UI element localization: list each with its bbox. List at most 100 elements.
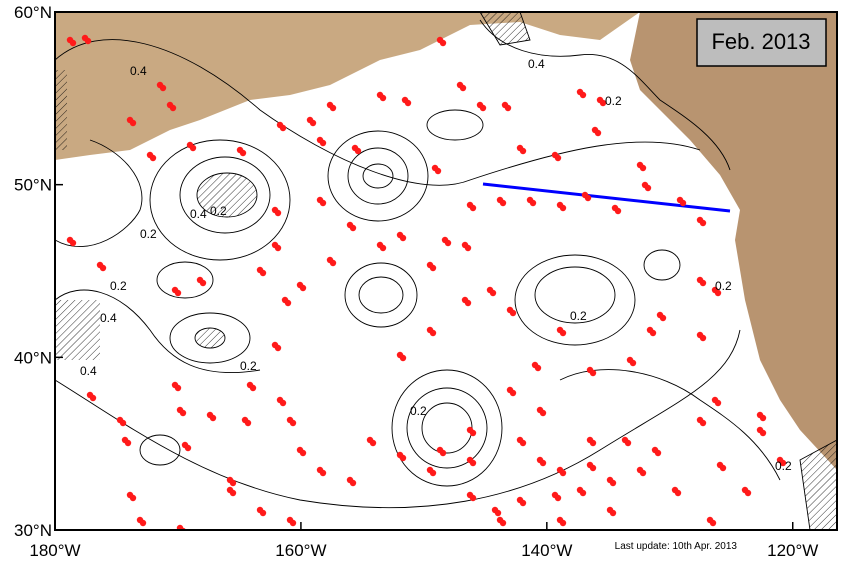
float-dot: [719, 464, 727, 472]
float-dot: [554, 154, 562, 162]
float-positions: [66, 34, 787, 530]
float-dot: [644, 184, 652, 192]
float-dot: [169, 104, 177, 112]
float-dot: [274, 209, 282, 217]
float-dot: [199, 279, 207, 287]
float-dot: [89, 394, 97, 402]
float-dot: [139, 519, 147, 527]
float-dot: [299, 284, 307, 292]
float-dot: [289, 519, 297, 527]
float-dot: [699, 279, 707, 287]
float-dot: [349, 479, 357, 487]
float-dot: [469, 494, 477, 502]
float-dot: [439, 449, 447, 457]
float-dot: [479, 104, 487, 112]
float-dot: [459, 84, 467, 92]
float-dot: [589, 439, 597, 447]
float-dot: [209, 414, 217, 422]
contour-label: 0.4: [528, 57, 545, 71]
float-dot: [259, 269, 267, 277]
float-dot: [509, 309, 517, 317]
float-dot: [319, 199, 327, 207]
float-dot: [699, 419, 707, 427]
contour-label: 0.2: [110, 279, 127, 293]
float-dot: [319, 139, 327, 147]
float-dot: [229, 479, 237, 487]
float-dot: [709, 519, 717, 527]
float-dot: [129, 494, 137, 502]
float-dot: [239, 149, 247, 157]
float-dot: [509, 389, 517, 397]
float-dot: [534, 364, 542, 372]
float-dot: [444, 239, 452, 247]
float-dot: [399, 354, 407, 362]
float-dot: [579, 91, 587, 99]
float-dot: [554, 494, 562, 502]
contour-label: 0.2: [715, 279, 732, 293]
axes: 180°W 160°W 140°W 120°W 30°N 40°N 50°N 60°N: [14, 3, 818, 560]
float-dot: [279, 124, 287, 132]
float-dot: [309, 119, 317, 127]
contour-label: 0.2: [410, 404, 427, 418]
float-dot: [99, 264, 107, 272]
land: [55, 12, 640, 160]
float-dot: [649, 329, 657, 337]
contour-labels: 0.4 0.2 0.2 0.4 0.2 0.4 0.4 0.2 0.2 0.2 …: [80, 57, 792, 473]
float-dot: [369, 439, 377, 447]
float-dot: [559, 519, 567, 527]
float-dot: [119, 419, 127, 427]
float-dot: [329, 259, 337, 267]
float-dot: [539, 459, 547, 467]
float-dot: [759, 414, 767, 422]
float-dot: [404, 99, 412, 107]
title: Feb. 2013: [711, 29, 810, 54]
y-tick-label: 60°N: [14, 3, 52, 22]
float-dot: [379, 94, 387, 102]
float-dot: [299, 449, 307, 457]
float-dot: [744, 489, 752, 497]
float-dot: [429, 264, 437, 272]
contour-label: 0.2: [240, 359, 257, 373]
float-dot: [319, 469, 327, 477]
y-tick-label: 30°N: [14, 521, 52, 540]
float-dot: [274, 244, 282, 252]
float-dot: [659, 314, 667, 322]
float-dot: [464, 244, 472, 252]
contour-label: 0.2: [140, 227, 157, 241]
float-dot: [654, 449, 662, 457]
float-dot: [489, 289, 497, 297]
contour-label: 0.2: [210, 204, 227, 218]
float-dot: [174, 384, 182, 392]
float-dot: [469, 204, 477, 212]
x-tick-label: 180°W: [29, 541, 80, 560]
float-dot: [679, 199, 687, 207]
float-dot: [499, 519, 507, 527]
float-dot: [399, 454, 407, 462]
float-dot: [379, 244, 387, 252]
contour-label: 0.4: [100, 311, 117, 325]
float-dot: [529, 199, 537, 207]
float-dot: [714, 399, 722, 407]
float-dot: [159, 84, 167, 92]
float-dot: [629, 359, 637, 367]
float-dot: [354, 147, 362, 155]
float-dot: [519, 439, 527, 447]
land: [630, 12, 837, 470]
float-dot: [84, 37, 92, 45]
float-dot: [584, 194, 592, 202]
float-dot: [259, 509, 267, 517]
float-dot: [714, 289, 722, 297]
float-dot: [229, 489, 237, 497]
y-tick-label: 50°N: [14, 176, 52, 195]
contour-label: 0.4: [130, 64, 147, 78]
float-dot: [399, 234, 407, 242]
x-tick-label: 140°W: [521, 541, 572, 560]
section-line: [482, 182, 731, 213]
float-dot: [289, 419, 297, 427]
float-dot: [559, 204, 567, 212]
map-body: [55, 12, 837, 530]
float-dot: [504, 104, 512, 112]
float-dot: [244, 419, 252, 427]
float-dot: [184, 444, 192, 452]
float-dot: [609, 509, 617, 517]
